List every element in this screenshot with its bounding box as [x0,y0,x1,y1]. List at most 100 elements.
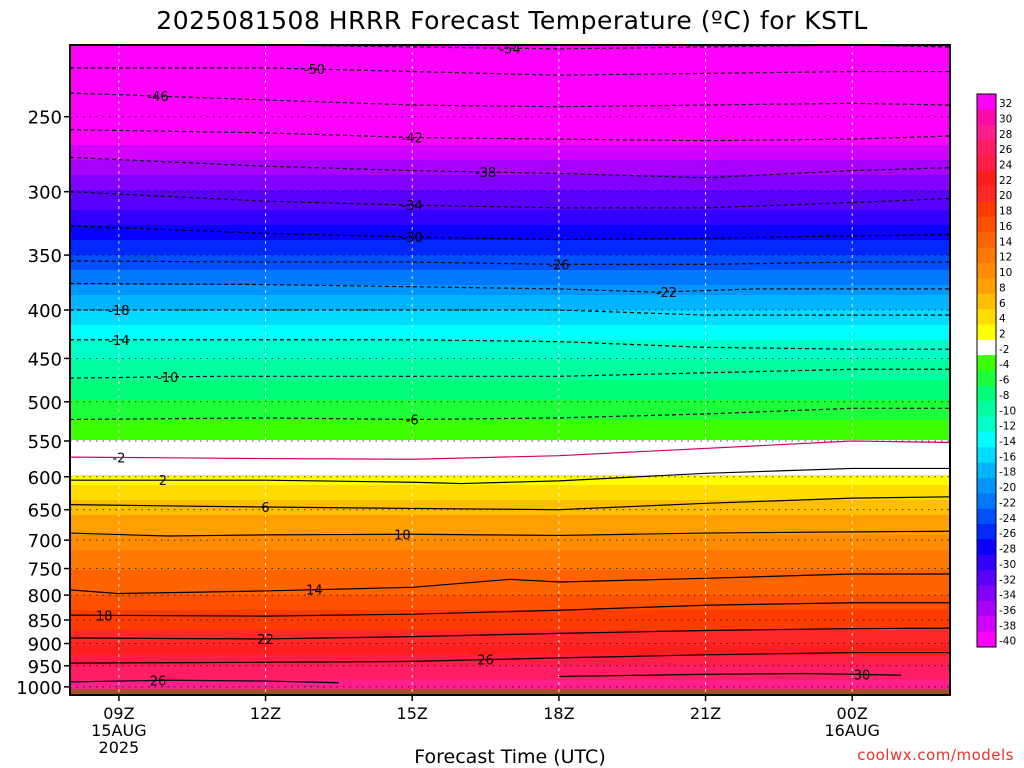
y-tick-label: 650 [28,501,62,522]
field-band [70,645,950,651]
plot-frame [69,44,951,696]
field-band [70,130,950,136]
y-tick-label: 700 [28,531,62,552]
colorbar-swatch [977,478,996,494]
field-band [70,360,950,366]
contour-lines: 26 30 26 22 18 14 10 6 2 -2 -6 -10 -14 -18 -22 -26 -30 -3… [70,45,950,689]
x-tick-label: 21Z [690,704,721,723]
field-band [70,575,950,581]
colorbar-swatch [977,155,996,172]
colorbar-label: -26 [999,528,1016,540]
field-band [70,520,950,526]
field-band [70,365,950,371]
field-band [70,300,950,306]
colorbar-swatch [977,370,996,387]
colorbar-swatch [977,309,996,325]
colorbar-swatch [977,416,996,433]
field-band [70,295,950,301]
y-tick-label: 450 [28,349,62,370]
x-tick-date: 15AUG [91,721,146,740]
colorbar-label: 20 [999,190,1012,202]
field-band [70,515,950,521]
field-band [70,495,950,501]
field-band [70,145,950,151]
y-tick-label: 800 [28,586,62,607]
field-band [70,410,950,416]
field-band [70,105,950,111]
field-band [70,525,950,531]
field-band [70,565,950,571]
field-band [70,600,950,606]
colorbar-label: -8 [999,390,1009,402]
y-tick-label: 550 [28,432,62,453]
colorbar-label: -12 [999,421,1016,433]
colorbar-label: -16 [999,451,1016,463]
field-band [70,260,950,266]
colorbar-swatch [977,401,996,418]
field-band [70,280,950,286]
colorbar-label: 12 [999,252,1012,264]
temperature-field [70,45,950,695]
field-band [70,465,950,471]
colorbar-label: -6 [999,375,1010,387]
contour-line [70,651,950,664]
field-band [70,330,950,336]
colorbar-swatch [977,616,996,633]
field-band [70,310,950,316]
contour-line [70,440,950,460]
field-band [70,635,950,641]
field-band [70,450,950,456]
contour-label: 26 [477,654,494,669]
field-band [70,370,950,376]
ground-layer [70,688,950,695]
field-band [70,560,950,566]
field-band [70,160,950,166]
credit-link[interactable]: coolwx.com/models [857,746,1014,764]
colorbar-label: 32 [999,98,1012,110]
contour-label: -26 [548,258,569,273]
field-band [70,340,950,346]
contour-label: 10 [394,528,411,543]
contour-label: 18 [96,609,113,624]
colorbar-swatch [977,124,996,141]
contour-label: -22 [656,286,677,301]
field-band [70,55,950,61]
field-band [70,595,950,601]
field-band [70,245,950,251]
field-band [70,110,950,116]
field-band [70,415,950,421]
field-band [70,90,950,96]
colorbar-swatch [977,216,996,233]
colorbar-swatch [977,554,996,571]
field-band [70,490,950,496]
field-band [70,425,950,431]
field-band [70,205,950,211]
y-tick-label: 850 [28,611,62,632]
field-band [70,430,950,436]
colorbar-label: -10 [999,405,1016,417]
colorbar-swatch [977,109,996,126]
contour-label: -2 [112,451,125,466]
field-band [70,65,950,71]
colorbar-label: -32 [999,574,1016,586]
field-band [70,420,950,426]
contour-label: -42 [402,132,423,147]
field-band [70,395,950,401]
field-band [70,235,950,241]
contour-label: -6 [406,413,419,428]
colorbar-label: -38 [999,620,1016,632]
field-band [70,50,950,56]
colorbar-swatch [977,247,996,264]
field-band [70,455,950,461]
colorbar-label: -34 [999,590,1016,602]
colorbar-label: -18 [999,467,1016,479]
colorbar-swatch [977,585,996,602]
colorbar-label: 8 [999,282,1006,294]
contour-label: 6 [261,501,269,516]
colorbar-label: 2 [999,328,1006,340]
colorbar-swatch [977,570,996,587]
colorbar-label: -20 [999,482,1016,494]
colorbar-swatch [977,278,996,295]
field-band [70,200,950,206]
